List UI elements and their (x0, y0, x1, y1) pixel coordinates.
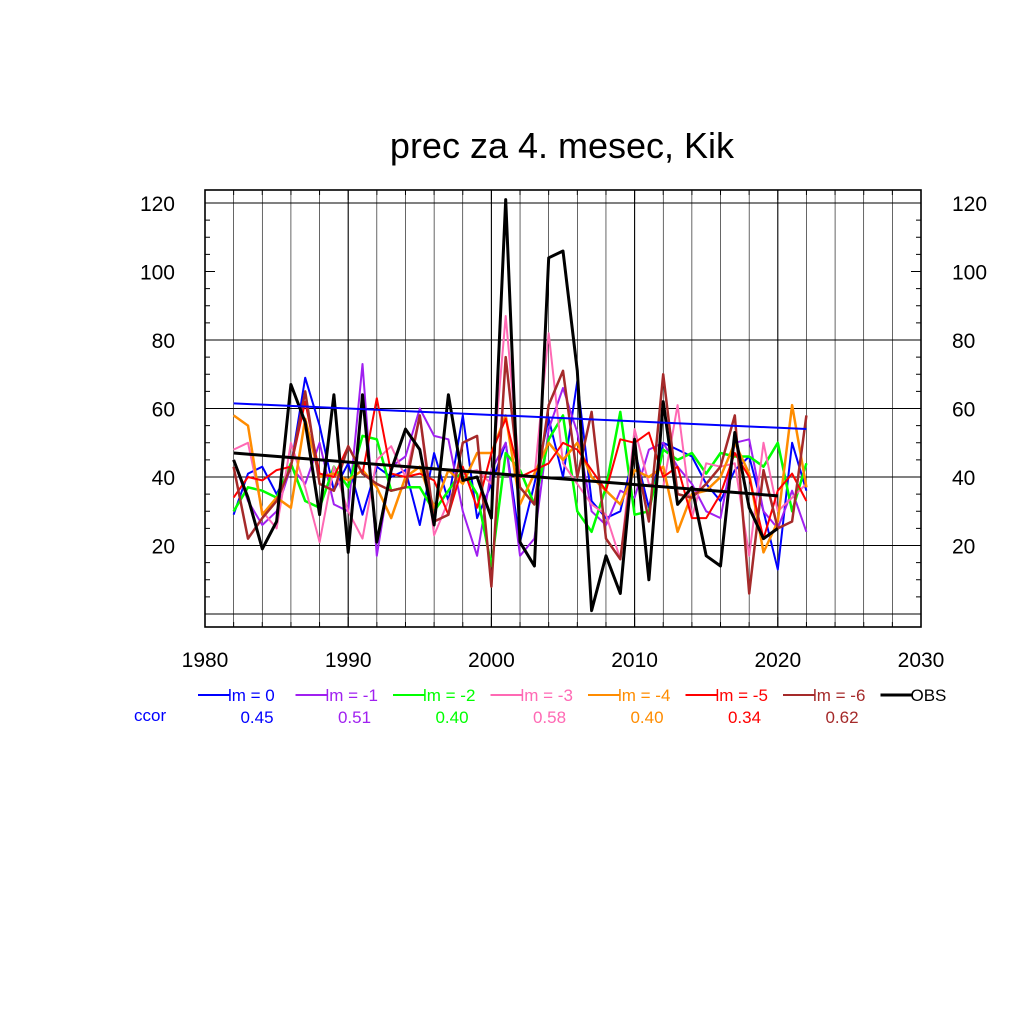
ccor-value-5: 0.34 (728, 708, 761, 727)
y-tick-label-right: 120 (952, 193, 987, 216)
y-tick-label-left: 80 (152, 330, 175, 353)
legend-label-3: lm = -3 (521, 686, 573, 705)
x-tick-label: 2000 (468, 649, 515, 672)
ccor-value-1: 0.51 (338, 708, 371, 727)
legend-label-7: OBS (911, 686, 947, 705)
legend: lm = 0 lm = -1 lm = -2 lm = -3 lm = -4 lm = -… (134, 686, 946, 727)
y-tick-label-right: 60 (952, 399, 975, 422)
legend-label-1: lm = -1 (326, 686, 378, 705)
ccor-value-3: 0.58 (533, 708, 566, 727)
x-tick-label: 1990 (325, 649, 372, 672)
y-tick-label-left: 20 (152, 536, 175, 559)
x-tick-label: 2010 (611, 649, 658, 672)
series-line-6 (232, 355, 808, 595)
x-tick-label: 2020 (754, 649, 801, 672)
legend-label-4: lm = -4 (618, 686, 670, 705)
ccor-value-4: 0.40 (630, 708, 663, 727)
y-tick-label-left: 100 (140, 262, 175, 285)
ccor-value-0: 0.45 (240, 708, 273, 727)
series-line-7 (232, 198, 779, 613)
y-tick-label-left: 60 (152, 399, 175, 422)
legend-label-5: lm = -5 (716, 686, 768, 705)
ccor-value-2: 0.40 (435, 708, 468, 727)
legend-label-6: lm = -6 (813, 686, 865, 705)
legend-label-2: lm = -2 (423, 686, 475, 705)
ccor-value-6: 0.62 (825, 708, 858, 727)
legend-label-0: lm = 0 (228, 686, 275, 705)
y-tick-label-left: 120 (140, 193, 175, 216)
y-tick-label-right: 100 (952, 262, 987, 285)
series-line-4 (232, 403, 808, 554)
x-tick-label: 2030 (898, 649, 945, 672)
trend-line-1 (233, 451, 778, 498)
y-tick-label-right: 20 (952, 536, 975, 559)
trend-line-0 (233, 402, 807, 431)
y-tick-label-right: 40 (952, 467, 975, 490)
y-tick-label-left: 40 (152, 467, 175, 490)
ccor-label: ccor (134, 706, 166, 725)
y-tick-label-right: 80 (952, 330, 975, 353)
x-tick-label: 1980 (182, 649, 229, 672)
chart-title: prec za 4. mesec, Kik (390, 125, 735, 166)
series-layer (232, 198, 808, 613)
